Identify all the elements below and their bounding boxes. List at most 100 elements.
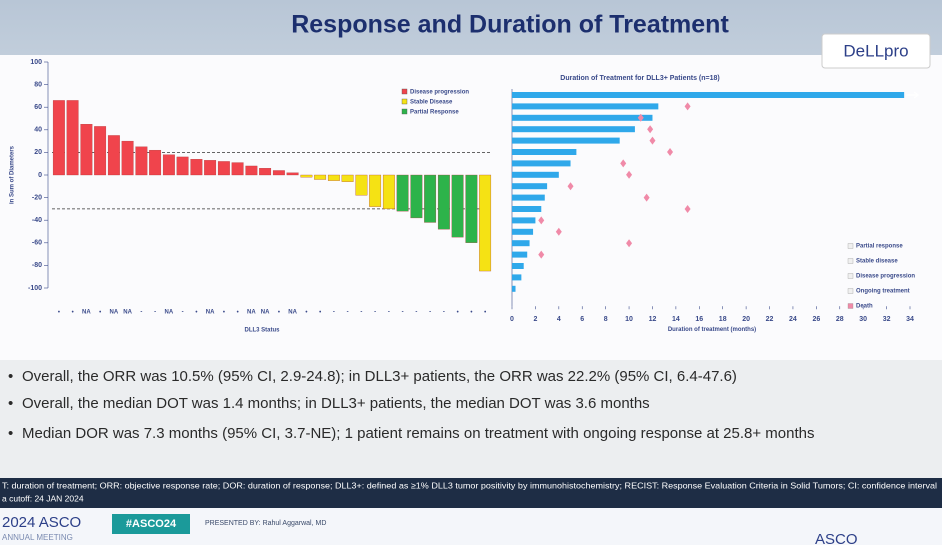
y-tick-label: 80 bbox=[34, 81, 42, 88]
x-tick-label: • bbox=[237, 310, 239, 316]
x-tick-label: • bbox=[470, 310, 472, 316]
legend-swatch bbox=[847, 303, 854, 309]
bar bbox=[245, 165, 258, 176]
death-marker bbox=[538, 216, 545, 225]
x-tick-label: - bbox=[360, 310, 362, 316]
x-tick-label: • bbox=[223, 310, 225, 316]
bar bbox=[149, 149, 162, 176]
bar bbox=[217, 161, 230, 176]
bar bbox=[121, 140, 134, 176]
x-tick-label: • bbox=[99, 310, 101, 316]
legend-label: Disease progression bbox=[410, 90, 469, 96]
x-tick-label: NA bbox=[110, 310, 119, 316]
x-tick-label: 28 bbox=[836, 316, 844, 323]
bar bbox=[382, 174, 395, 210]
legend-swatch bbox=[847, 288, 854, 294]
x-tick-label: 10 bbox=[625, 316, 633, 323]
meeting-sub: ANNUAL MEETING bbox=[2, 533, 73, 542]
bar bbox=[355, 174, 368, 196]
bar bbox=[204, 160, 217, 176]
bullet-marker: • bbox=[8, 425, 13, 442]
x-tick-label: - bbox=[443, 310, 445, 316]
x-tick-label: 16 bbox=[695, 316, 703, 323]
hashtag: #ASCO24 bbox=[126, 518, 177, 530]
x-tick-label: 12 bbox=[649, 316, 657, 323]
x-tick-label: NA bbox=[206, 310, 215, 316]
bar bbox=[369, 174, 382, 207]
duration-bar bbox=[512, 228, 534, 235]
death-marker bbox=[649, 136, 656, 145]
duration-bar bbox=[512, 92, 905, 98]
x-tick-label: • bbox=[195, 310, 197, 316]
x-tick-label: - bbox=[429, 310, 431, 316]
x-tick-label: 0 bbox=[510, 316, 514, 323]
legend-swatch bbox=[401, 98, 408, 105]
hashtag-box bbox=[112, 514, 190, 534]
legend-label: Stable disease bbox=[856, 259, 898, 265]
chart-title: Duration of Treatment for DLL3+ Patients… bbox=[560, 75, 719, 82]
bullet: Overall, the median DOT was 1.4 months; … bbox=[22, 395, 650, 412]
x-tick-label: • bbox=[457, 310, 459, 316]
bar bbox=[162, 154, 175, 176]
bar bbox=[176, 156, 189, 176]
logo: DeLLpro bbox=[843, 41, 908, 60]
x-tick-label: • bbox=[278, 310, 280, 316]
x-tick-label: - bbox=[415, 310, 417, 316]
y-tick-label: 20 bbox=[34, 149, 42, 156]
brand: ASCO bbox=[815, 531, 858, 545]
x-tick-label: 24 bbox=[789, 316, 797, 323]
bullet: Median DOR was 7.3 months (95% CI, 3.7-N… bbox=[22, 425, 815, 442]
footnote: a cutoff: 24 JAN 2024 bbox=[2, 493, 84, 503]
legend-swatch bbox=[401, 108, 408, 115]
bar bbox=[80, 124, 93, 176]
y-tick-label: 0 bbox=[38, 172, 42, 179]
bar bbox=[190, 159, 203, 176]
duration-bar bbox=[512, 149, 577, 155]
duration-bar bbox=[512, 194, 545, 201]
x-tick-label: 20 bbox=[742, 316, 750, 323]
y-tick-label: -100 bbox=[28, 285, 42, 292]
x-tick-label: NA bbox=[261, 310, 270, 316]
x-tick-label: NA bbox=[247, 310, 256, 316]
death-marker bbox=[637, 113, 644, 122]
x-tick-label: • bbox=[319, 310, 321, 316]
bar bbox=[107, 135, 120, 176]
x-tick-label: 6 bbox=[580, 316, 584, 323]
death-marker bbox=[555, 227, 562, 236]
x-tick-label: - bbox=[388, 310, 390, 316]
x-tick-label: NA bbox=[123, 310, 132, 316]
death-marker bbox=[567, 182, 574, 191]
bullet-panel bbox=[0, 360, 942, 478]
legend-label: Ongoing treatment bbox=[856, 289, 910, 295]
legend-label: Partial Response bbox=[410, 110, 459, 116]
x-tick-label: - bbox=[347, 310, 349, 316]
bar bbox=[300, 174, 313, 178]
duration-bar bbox=[512, 183, 548, 190]
y-axis-label: in Sum of Diameters bbox=[10, 145, 16, 204]
x-tick-label: - bbox=[333, 310, 335, 316]
bar bbox=[465, 174, 478, 243]
x-axis-label: DLL3 Status bbox=[244, 328, 280, 334]
slide-title: Response and Duration of Treatment bbox=[291, 11, 729, 39]
x-tick-label: 26 bbox=[812, 316, 820, 323]
duration-bar bbox=[512, 263, 524, 269]
x-tick-label: 14 bbox=[672, 316, 680, 323]
bar bbox=[66, 100, 79, 176]
legend-swatch bbox=[401, 88, 408, 95]
duration-bar bbox=[512, 126, 635, 133]
bar bbox=[437, 174, 450, 230]
x-tick-label: 18 bbox=[719, 316, 727, 323]
x-tick-label: 30 bbox=[859, 316, 867, 323]
bar bbox=[286, 172, 299, 176]
bar bbox=[52, 100, 65, 176]
death-marker bbox=[667, 148, 674, 156]
y-tick-label: -60 bbox=[32, 240, 42, 247]
duration-bar bbox=[512, 206, 542, 212]
x-tick-label: • bbox=[72, 310, 74, 316]
bullet-marker: • bbox=[8, 395, 13, 412]
x-tick-label: NA bbox=[165, 310, 174, 316]
duration-bar bbox=[512, 137, 620, 144]
legend-swatch bbox=[847, 258, 854, 264]
legend-label: Partial response bbox=[856, 244, 903, 250]
